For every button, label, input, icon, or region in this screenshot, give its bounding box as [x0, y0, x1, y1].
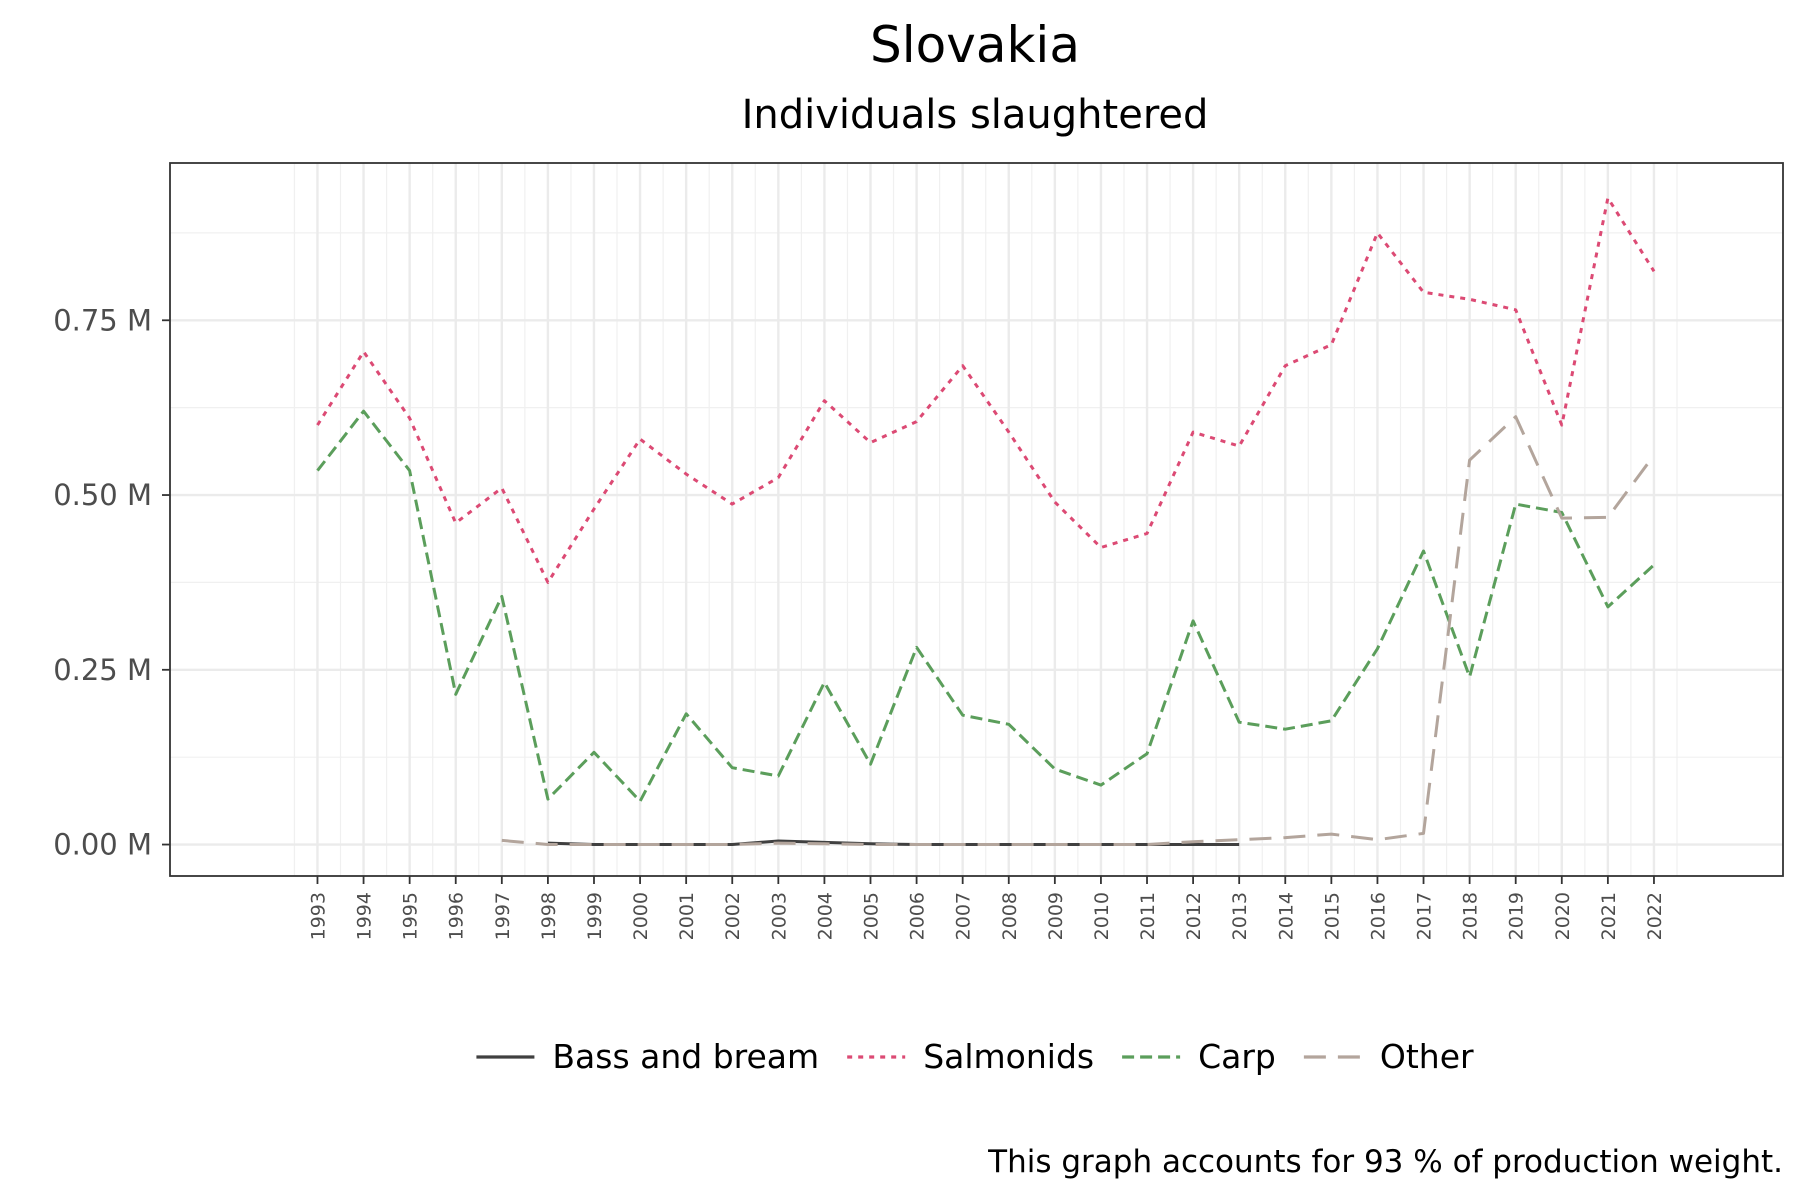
x-tick-label: 2019 [1506, 892, 1528, 940]
legend-label-carp: Carp [1198, 1037, 1276, 1076]
x-tick-label: 2007 [953, 892, 975, 940]
x-tick-label: 2009 [1045, 892, 1067, 940]
x-tick-label: 1999 [584, 892, 606, 940]
series-line-salmonids [316, 196, 1656, 584]
grid-lines [170, 163, 1783, 876]
x-tick-label: 2012 [1183, 892, 1205, 940]
y-tick-label: 0.75 M [53, 303, 152, 337]
x-tick-label: 2004 [814, 892, 836, 940]
chart-caption: This graph accounts for 93 % of producti… [987, 1144, 1783, 1180]
x-tick-label: 2014 [1275, 892, 1297, 940]
x-tick-label: 2022 [1644, 892, 1666, 940]
legend-label-other: Other [1380, 1037, 1474, 1076]
x-tick-label: 2002 [722, 892, 744, 940]
x-tick-label: 1998 [538, 892, 560, 940]
y-tick-label: 0.00 M [53, 828, 152, 862]
x-tick-label: 1994 [354, 892, 376, 940]
x-tick-label: 2021 [1598, 892, 1620, 940]
x-tick-label: 2020 [1552, 892, 1574, 940]
chart-subtitle: Individuals slaughtered [742, 92, 1209, 138]
x-tick-label: 2003 [768, 892, 790, 940]
plot-border [169, 162, 1784, 877]
x-tick-label: 1993 [307, 892, 329, 940]
x-tick-label: 2001 [676, 892, 698, 940]
x-tick-label: 2017 [1414, 892, 1436, 940]
axes: 0.00 M 0.25 M 0.50 M 0.75 M 1993 1994 1995 1996… [53, 303, 1666, 940]
plot-panel [170, 163, 1783, 876]
legend: Bass and bream Salmonids Carp Other [476, 1037, 1474, 1076]
x-tick-label: 2018 [1460, 892, 1482, 940]
legend-label-bass-and-bream: Bass and bream [552, 1037, 819, 1076]
x-tick-label: 2010 [1091, 892, 1113, 940]
series-lines [316, 196, 1656, 846]
x-tick-label: 2013 [1229, 892, 1251, 940]
x-tick-label: 2005 [861, 892, 883, 940]
x-tick-label: 1995 [400, 892, 422, 940]
y-tick-label: 0.50 M [53, 478, 152, 512]
x-tick-label: 2015 [1321, 892, 1343, 940]
series-line-other [501, 415, 1656, 846]
x-tick-label: 2011 [1137, 892, 1159, 940]
x-tick-label: 1997 [492, 892, 514, 940]
y-tick-label: 0.25 M [53, 653, 152, 687]
x-tick-label: 2008 [999, 892, 1021, 940]
x-tick-label: 2000 [630, 892, 652, 940]
x-tick-label: 1996 [446, 892, 468, 940]
chart-title: Slovakia [870, 16, 1080, 74]
legend-label-salmonids: Salmonids [923, 1037, 1094, 1076]
x-tick-label: 2006 [907, 892, 929, 940]
x-tick-label: 2016 [1367, 892, 1389, 940]
